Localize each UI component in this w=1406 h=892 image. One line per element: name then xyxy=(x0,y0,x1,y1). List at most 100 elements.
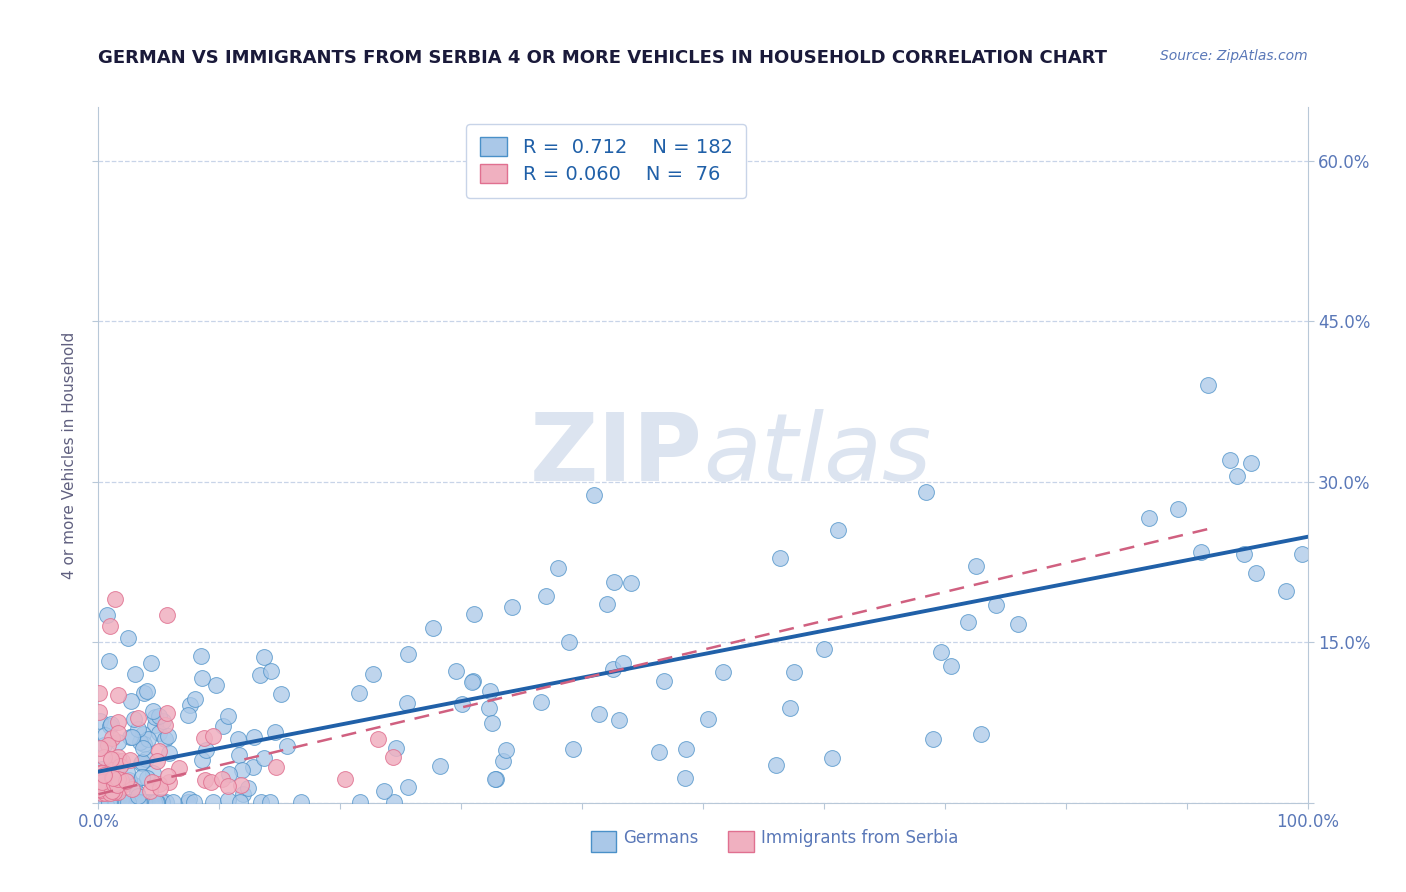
Point xyxy=(89,766,111,780)
Point xyxy=(1167,501,1189,516)
Point xyxy=(264,725,287,739)
Point xyxy=(349,686,371,700)
Point xyxy=(104,591,127,606)
Point xyxy=(157,746,180,760)
Point xyxy=(107,726,129,740)
Point xyxy=(179,698,201,713)
Point xyxy=(131,795,153,809)
Point xyxy=(478,684,501,698)
Point xyxy=(620,576,643,591)
Point xyxy=(141,765,163,780)
Point xyxy=(768,551,790,566)
Point xyxy=(965,558,987,573)
Point xyxy=(588,706,610,721)
Point xyxy=(765,758,787,772)
Point xyxy=(184,692,207,706)
Y-axis label: 4 or more Vehicles in Household: 4 or more Vehicles in Household xyxy=(62,331,77,579)
Point xyxy=(260,665,283,679)
Point xyxy=(100,772,122,787)
Point xyxy=(115,795,138,809)
Point xyxy=(128,795,150,809)
Point xyxy=(931,645,953,659)
Point xyxy=(110,777,132,791)
Point xyxy=(93,768,115,782)
Point xyxy=(89,705,111,719)
Point xyxy=(270,687,292,701)
Point xyxy=(183,795,205,809)
Point xyxy=(562,742,585,756)
Point xyxy=(205,677,228,691)
Point xyxy=(558,635,581,649)
Point xyxy=(446,664,468,678)
Point xyxy=(148,744,170,758)
Point xyxy=(461,674,484,689)
Point xyxy=(190,753,212,767)
Point xyxy=(90,762,112,776)
Point xyxy=(361,667,384,681)
Point xyxy=(132,737,155,751)
Point xyxy=(250,795,273,809)
Point xyxy=(177,708,200,723)
Point xyxy=(155,706,177,720)
Point xyxy=(349,795,371,809)
Point xyxy=(148,777,170,791)
Point xyxy=(969,727,991,741)
Point xyxy=(100,771,122,785)
Point xyxy=(124,712,146,726)
Point xyxy=(89,714,111,728)
Point xyxy=(100,783,122,797)
Point xyxy=(153,718,176,732)
Point xyxy=(103,772,125,786)
Point xyxy=(153,731,176,746)
Point xyxy=(98,619,121,633)
Point xyxy=(333,772,356,786)
Point xyxy=(177,795,200,809)
Point xyxy=(1219,453,1241,467)
Point xyxy=(90,766,112,780)
Point xyxy=(603,575,626,590)
Point xyxy=(110,773,132,788)
Point xyxy=(110,793,132,807)
Point xyxy=(111,754,134,768)
Point xyxy=(150,795,173,809)
Point xyxy=(87,782,110,797)
Point xyxy=(253,650,276,665)
Point xyxy=(93,771,115,785)
Point xyxy=(107,795,129,809)
Point xyxy=(87,795,110,809)
Point xyxy=(242,730,264,744)
Point xyxy=(94,728,117,742)
Point xyxy=(195,742,218,756)
Point xyxy=(939,659,962,673)
Point xyxy=(396,696,419,710)
Point xyxy=(141,775,163,789)
Point xyxy=(105,772,128,787)
Point xyxy=(134,795,156,809)
Point xyxy=(530,695,553,709)
Point xyxy=(118,753,141,767)
Point xyxy=(132,741,155,756)
Point xyxy=(782,665,804,680)
Point xyxy=(89,686,111,700)
Point xyxy=(1240,456,1263,470)
Point xyxy=(200,775,222,789)
Point xyxy=(98,654,121,668)
Point xyxy=(127,722,149,736)
Point xyxy=(821,751,844,765)
Point xyxy=(135,795,157,809)
Point xyxy=(1244,566,1267,580)
Point xyxy=(217,780,239,794)
Point xyxy=(193,772,215,787)
Point xyxy=(110,757,132,772)
Point xyxy=(492,754,515,768)
Point xyxy=(117,631,139,645)
Point xyxy=(711,665,734,679)
Point xyxy=(984,598,1007,612)
Point xyxy=(101,781,124,796)
Point xyxy=(121,782,143,797)
Point xyxy=(373,784,395,798)
Point xyxy=(115,764,138,779)
Point xyxy=(134,795,156,809)
Point xyxy=(155,608,177,623)
Point xyxy=(91,775,114,789)
